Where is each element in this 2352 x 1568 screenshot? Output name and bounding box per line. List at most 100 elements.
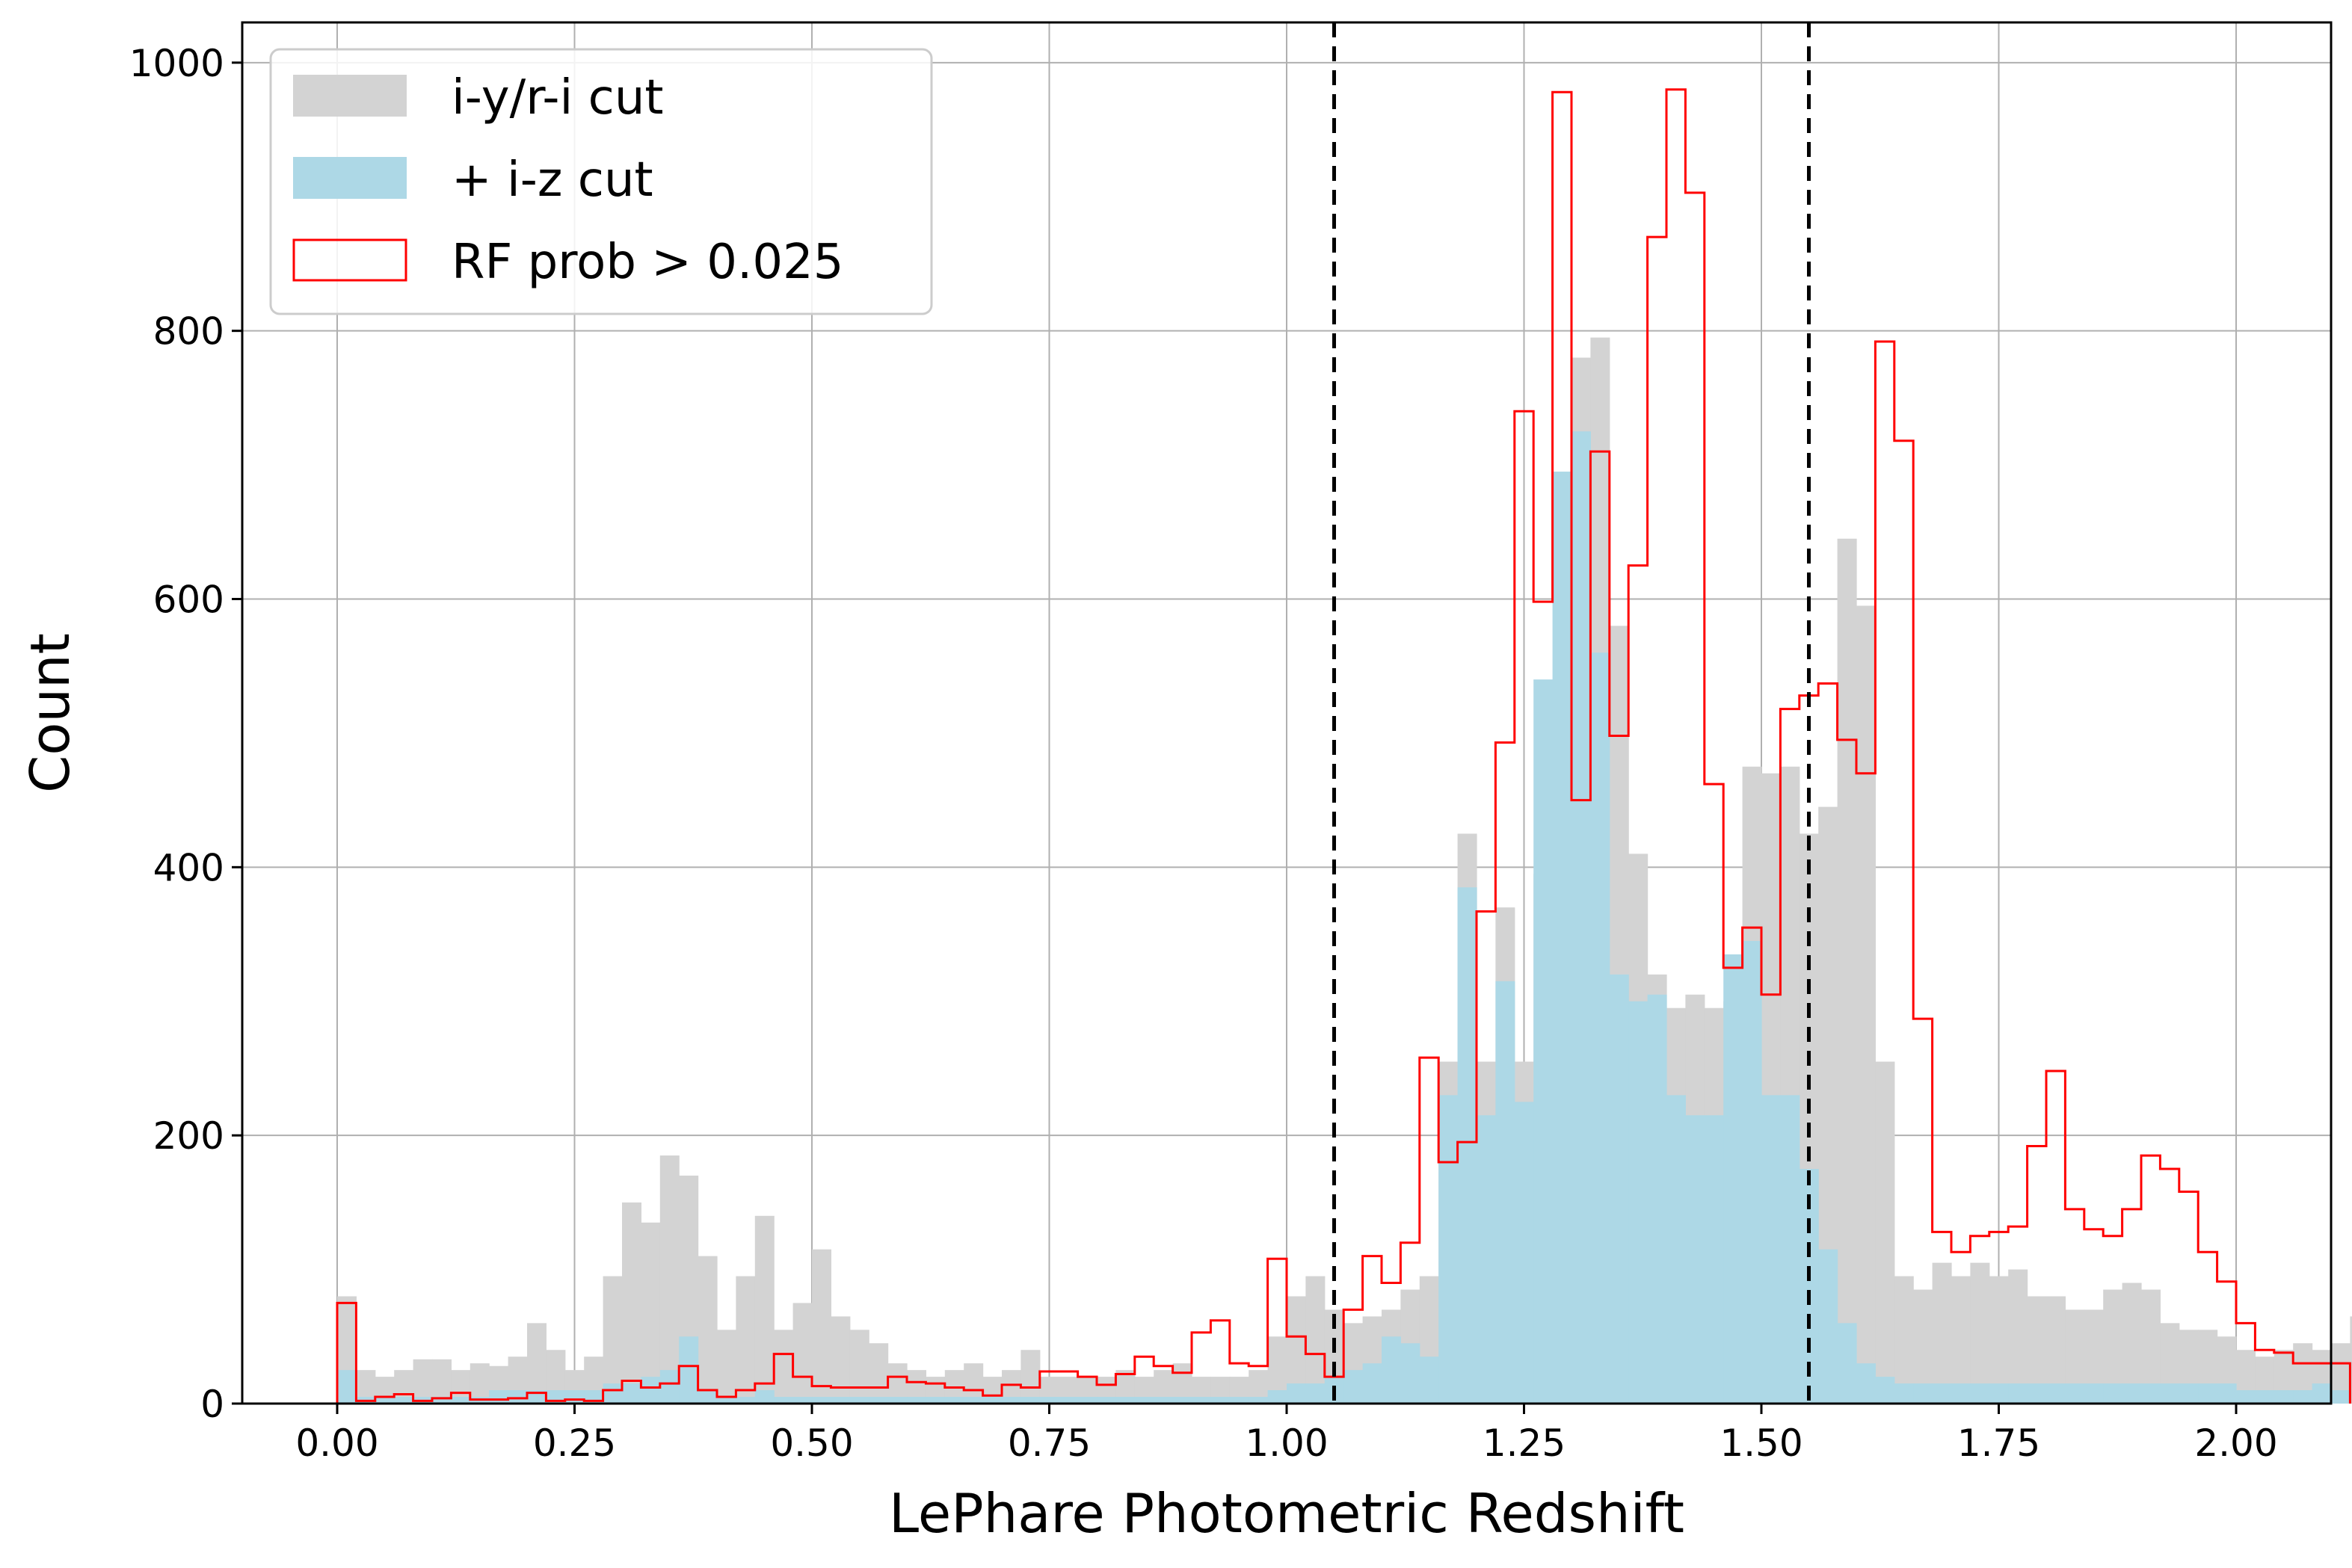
histogram-bar — [1249, 1397, 1269, 1404]
histogram-bar — [812, 1249, 831, 1404]
histogram-bar — [1761, 1095, 1781, 1404]
histogram-bar — [1837, 538, 1857, 1404]
histogram-bar — [1970, 1262, 1990, 1404]
y-tick-label: 200 — [153, 1114, 224, 1158]
x-tick-label: 2.00 — [2194, 1422, 2277, 1465]
histogram-bar — [1685, 1115, 1705, 1404]
histogram-bar — [1932, 1383, 1952, 1404]
y-tick-label: 1000 — [129, 42, 224, 85]
histogram-bar — [1002, 1397, 1021, 1404]
histogram-bar — [1913, 1383, 1933, 1404]
histogram-bar — [1666, 1095, 1686, 1404]
histogram-bar — [1989, 1383, 2009, 1404]
histogram-bar — [1020, 1397, 1041, 1404]
histogram-bar — [1438, 1095, 1459, 1404]
y-tick-label: 800 — [153, 310, 224, 354]
grid-lines — [242, 22, 2331, 1404]
histogram-bar — [375, 1397, 395, 1404]
histogram-bar — [1020, 1350, 1041, 1404]
histogram-bar — [1647, 994, 1667, 1404]
histogram-bar — [603, 1383, 623, 1404]
histogram-bar — [1192, 1397, 1211, 1404]
legend: i-y/r-i cut + i-z cut RF prob > 0.025 — [269, 48, 933, 315]
histogram-bar — [2236, 1390, 2256, 1404]
histogram-bar — [1115, 1397, 1136, 1404]
legend-swatch — [293, 157, 407, 199]
histogram-bar — [1704, 1115, 1724, 1404]
histogram-bar — [641, 1377, 661, 1404]
histogram-bar — [432, 1397, 452, 1404]
histogram-bar — [1343, 1370, 1364, 1404]
histogram-bar — [2179, 1383, 2199, 1404]
histogram-bar — [603, 1276, 623, 1404]
histogram-bar — [489, 1390, 509, 1404]
histogram-bar — [849, 1397, 869, 1404]
x-tick-label: 1.75 — [1957, 1422, 2040, 1465]
histogram-bar — [679, 1336, 699, 1404]
histogram-bar — [1229, 1397, 1249, 1404]
histogram-bar — [887, 1397, 908, 1404]
histogram-bar — [1875, 1377, 1895, 1404]
x-tick-label: 0.25 — [533, 1422, 616, 1465]
histogram-bar — [1495, 981, 1515, 1404]
histogram-bar — [869, 1397, 889, 1404]
cut-lines — [1332, 22, 1811, 1404]
histogram-bar — [1932, 1262, 1952, 1404]
histogram-bar — [2084, 1383, 2104, 1404]
histogram-bar — [1154, 1397, 1174, 1404]
histogram-bar — [1172, 1397, 1192, 1404]
x-tick-label: 0.00 — [295, 1422, 378, 1465]
histogram-bar — [413, 1359, 433, 1404]
histogram-bar — [1875, 1061, 1895, 1404]
histogram-bar — [1134, 1397, 1154, 1404]
histogram-bar — [754, 1390, 775, 1404]
x-axis-ticks: 0.00 0.25 0.50 0.75 1.00 1.25 1.50 1.75 2.00 — [295, 1404, 2278, 1465]
histogram-bar — [1419, 1356, 1439, 1404]
histogram-bar — [2217, 1383, 2237, 1404]
x-tick-label: 1.25 — [1483, 1422, 1566, 1465]
histogram-bar — [432, 1359, 452, 1404]
x-tick-label: 1.00 — [1245, 1422, 1328, 1465]
y-tick-label: 0 — [200, 1383, 224, 1426]
histogram-bar — [1970, 1383, 1990, 1404]
histogram-bar — [698, 1256, 718, 1404]
histogram-bar — [1400, 1343, 1420, 1404]
histogram-bar — [1382, 1336, 1401, 1404]
histogram-bar — [831, 1397, 851, 1404]
histogram-bar — [394, 1397, 414, 1404]
histogram-bar — [641, 1222, 661, 1404]
histogram-bar — [869, 1343, 889, 1404]
histogram-bar — [717, 1330, 736, 1404]
histogram-bar — [2141, 1383, 2161, 1404]
histogram-bar — [1477, 1115, 1496, 1404]
histogram-bar — [736, 1276, 756, 1404]
histogram-bar — [1837, 1323, 1857, 1404]
histogram-bar — [337, 1370, 357, 1404]
histogram-bar — [982, 1397, 1003, 1404]
histogram-bar — [451, 1397, 471, 1404]
histogram-bar — [622, 1383, 641, 1404]
series-layer — [336, 88, 2352, 1404]
y-tick-label: 600 — [153, 578, 224, 621]
histogram-bar — [1514, 1102, 1534, 1404]
histogram-bar — [2008, 1269, 2028, 1404]
histogram-bar — [1287, 1383, 1306, 1404]
histogram-bar — [1723, 954, 1743, 1404]
histogram-bar — [774, 1397, 794, 1404]
histogram-bar — [1856, 1363, 1876, 1404]
histogram-bar — [564, 1390, 585, 1404]
histogram-bar — [1951, 1276, 1971, 1404]
histogram-bar — [1989, 1276, 2009, 1404]
histogram-bar — [1457, 887, 1477, 1404]
histogram-bar — [1362, 1363, 1382, 1404]
histogram-bar — [1780, 1095, 1800, 1404]
histogram-bar — [1742, 941, 1762, 1404]
histogram-bar — [1590, 652, 1610, 1404]
histogram-bar — [1059, 1397, 1079, 1404]
histogram-bar — [849, 1330, 869, 1404]
histogram-bar — [774, 1330, 794, 1404]
histogram-bar — [2350, 1316, 2352, 1404]
series-2 — [336, 88, 2351, 1404]
histogram-bar — [964, 1397, 984, 1404]
histogram-bar — [754, 1215, 775, 1404]
